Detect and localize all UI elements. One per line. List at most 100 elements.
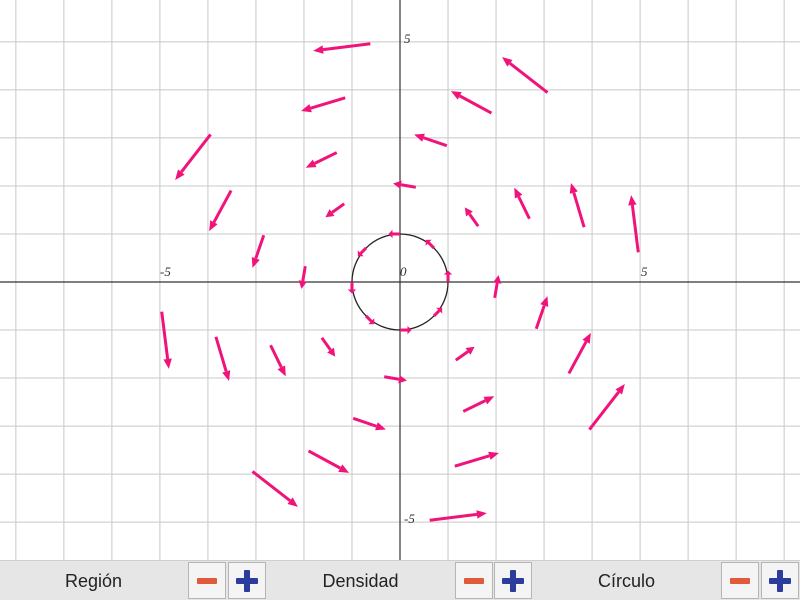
y-tick-neg5: -5 (404, 511, 415, 526)
arrow-shaft (423, 136, 448, 148)
arrow-shaft (160, 311, 170, 360)
region-increase-button[interactable] (228, 562, 266, 599)
arrow-head (163, 358, 172, 369)
vector-arrow (414, 133, 448, 148)
arrow-shaft (588, 391, 620, 431)
arrow-shaft (212, 189, 233, 224)
vector-arrow (454, 451, 499, 468)
arrow-shaft (359, 246, 368, 255)
arrow-shaft (301, 265, 307, 282)
arrow-head (277, 365, 286, 377)
arrow-head (464, 207, 473, 217)
vector-arrow (429, 510, 487, 522)
plus-icon (769, 569, 791, 592)
arrow-shaft (458, 94, 493, 115)
arrow-head (368, 318, 375, 325)
vector-arrow (320, 336, 336, 357)
vector-arrow (628, 195, 640, 253)
arrow-shaft (254, 234, 266, 259)
y-tick-pos5: 5 (404, 31, 411, 46)
minus-icon (197, 577, 217, 584)
arrow-shaft (517, 195, 531, 220)
plus-icon (236, 569, 258, 592)
vector-arrow (464, 207, 480, 228)
arrow-shaft (383, 375, 400, 381)
arrow-shaft (310, 96, 346, 110)
arrow-shaft (567, 340, 588, 375)
arrow-shaft (493, 282, 499, 299)
vector-arrow (347, 282, 357, 294)
arrow-shaft (322, 42, 371, 52)
arrow-head (436, 307, 443, 314)
arrow-head (502, 57, 513, 67)
arrow-shaft (630, 204, 640, 253)
arrow-head (222, 370, 231, 381)
x-tick-pos5: 5 (641, 264, 648, 279)
arrow-shaft (269, 344, 283, 369)
arrow-head (375, 422, 386, 431)
arrow-shaft (352, 416, 377, 428)
arrow-head (347, 289, 357, 294)
arrow-head (175, 169, 185, 180)
vector-arrow (209, 189, 233, 232)
circle-increase-button[interactable] (761, 562, 799, 599)
density-increase-button[interactable] (494, 562, 532, 599)
control-toolbar: Región Densidad Círculo (0, 560, 800, 600)
vector-arrow (305, 151, 338, 168)
arrow-shaft (364, 314, 373, 323)
arrow-shaft (572, 192, 586, 228)
arrow-head (287, 497, 298, 507)
vector-arrow (450, 91, 493, 115)
arrow-head (425, 239, 432, 246)
arrow-shaft (462, 399, 486, 413)
vector-arrow (307, 449, 350, 473)
arrow-shaft (314, 151, 338, 165)
arrow-head (301, 104, 312, 113)
arrow-head (325, 209, 335, 218)
vector-arrow (588, 384, 625, 431)
arrow-head (476, 510, 487, 519)
minus-icon (464, 577, 484, 584)
circle-decrease-button[interactable] (721, 562, 759, 599)
arrow-head (327, 347, 336, 357)
arrow-head (582, 332, 591, 344)
arrow-head (628, 195, 637, 206)
vector-arrow (251, 470, 298, 507)
vector-arrow (493, 275, 502, 299)
vector-arrow (325, 202, 346, 218)
vector-arrow (400, 325, 412, 335)
vector-arrows (160, 42, 640, 522)
vector-arrow (443, 270, 453, 282)
arrow-head (514, 187, 523, 199)
arrow-head (357, 250, 364, 257)
vector-arrow (313, 42, 371, 54)
region-decrease-button[interactable] (188, 562, 226, 599)
arrow-head (388, 229, 393, 239)
vector-arrow (393, 180, 417, 189)
vector-arrow (175, 133, 212, 180)
vector-arrow (383, 375, 407, 384)
arrow-shaft (534, 305, 546, 330)
vector-arrow (454, 346, 475, 362)
arrow-shaft (307, 449, 342, 470)
vector-arrow (534, 296, 549, 330)
vector-arrow (514, 187, 531, 220)
minus-icon (730, 577, 750, 584)
vector-arrow (269, 344, 286, 377)
arrow-shaft (251, 470, 291, 502)
arrow-head (251, 257, 260, 268)
vector-arrow (357, 246, 368, 257)
arrow-shaft (320, 336, 332, 351)
arrow-shaft (468, 213, 480, 228)
density-decrease-button[interactable] (455, 562, 493, 599)
vector-arrow (462, 396, 495, 413)
vector-arrow (214, 336, 231, 381)
vector-arrow (388, 229, 400, 239)
arrow-shaft (214, 336, 228, 372)
arrow-head (493, 275, 502, 284)
arrow-head (414, 133, 425, 142)
vector-field-plot[interactable]: -5 5 0 5 -5 (0, 0, 800, 560)
arrow-shaft (429, 512, 478, 522)
arrow-head (488, 451, 499, 460)
vector-arrow (364, 314, 375, 325)
